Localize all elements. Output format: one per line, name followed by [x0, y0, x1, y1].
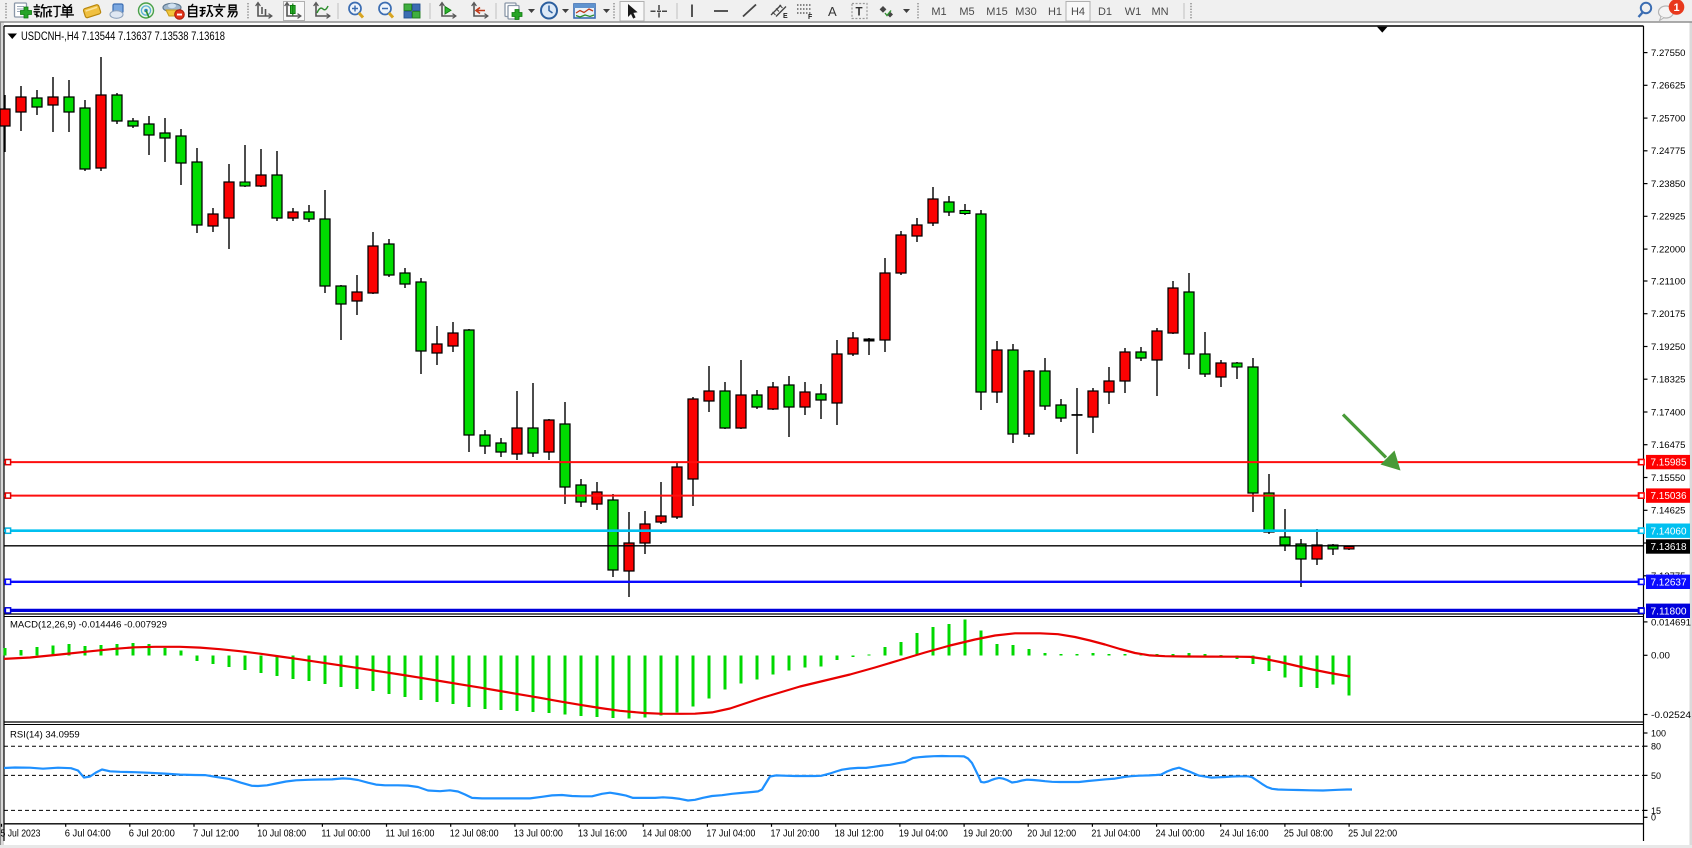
svg-text:7.22925: 7.22925: [1651, 212, 1686, 223]
svg-text:RSI(14) 34.0959: RSI(14) 34.0959: [10, 730, 80, 741]
svg-text:19 Jul 20:00: 19 Jul 20:00: [963, 828, 1012, 839]
svg-text:1: 1: [1673, 2, 1679, 14]
svg-text:USDCNH-,H4 7.13544 7.13637 7.: USDCNH-,H4 7.13544 7.13637 7.13538 7.136…: [21, 31, 225, 43]
svg-text:7.12637: 7.12637: [1651, 577, 1687, 588]
svg-text:7.21100: 7.21100: [1651, 276, 1686, 287]
svg-text:7.24775: 7.24775: [1651, 146, 1686, 157]
svg-text:6 Jul 04:00: 6 Jul 04:00: [65, 828, 112, 839]
svg-text:7.18325: 7.18325: [1651, 375, 1686, 386]
svg-text:21 Jul 04:00: 21 Jul 04:00: [1091, 828, 1140, 839]
svg-text:50: 50: [1651, 771, 1661, 782]
svg-text:24 Jul 00:00: 24 Jul 00:00: [1156, 828, 1205, 839]
svg-text:7.20175: 7.20175: [1651, 309, 1686, 320]
svg-text:7.14625: 7.14625: [1651, 506, 1686, 517]
svg-text:25 Jul 22:00: 25 Jul 22:00: [1348, 828, 1397, 839]
svg-text:100: 100: [1651, 728, 1666, 739]
svg-text:7.13618: 7.13618: [1651, 542, 1688, 553]
svg-text:D1: D1: [1098, 6, 1112, 18]
svg-text:7.14060: 7.14060: [1651, 526, 1688, 537]
svg-text:0: 0: [1651, 813, 1656, 824]
svg-text:7 Jul 12:00: 7 Jul 12:00: [193, 828, 240, 839]
svg-text:M1: M1: [931, 6, 946, 18]
svg-text:F: F: [808, 14, 813, 21]
svg-text:7.22000: 7.22000: [1651, 245, 1686, 256]
svg-text:T: T: [856, 7, 863, 19]
svg-text:M15: M15: [986, 6, 1007, 18]
svg-text:19 Jul 04:00: 19 Jul 04:00: [899, 828, 948, 839]
svg-text:H1: H1: [1048, 6, 1062, 18]
svg-text:H4: H4: [1071, 6, 1085, 18]
svg-text:A: A: [828, 4, 837, 19]
svg-text:-0.02524: -0.02524: [1651, 710, 1692, 721]
svg-text:7.25700: 7.25700: [1651, 114, 1686, 125]
svg-text:7.15985: 7.15985: [1651, 458, 1688, 469]
svg-text:7.15550: 7.15550: [1651, 473, 1686, 484]
svg-text:14 Jul 08:00: 14 Jul 08:00: [642, 828, 691, 839]
svg-text:E: E: [783, 13, 788, 20]
svg-text:6 Jul 20:00: 6 Jul 20:00: [129, 828, 176, 839]
svg-text:M5: M5: [959, 6, 974, 18]
svg-text:10 Jul 08:00: 10 Jul 08:00: [257, 828, 306, 839]
svg-text:7.26625: 7.26625: [1651, 81, 1686, 92]
svg-text:20 Jul 12:00: 20 Jul 12:00: [1027, 828, 1076, 839]
svg-text:15: 15: [1651, 806, 1661, 817]
svg-text:17 Jul 20:00: 17 Jul 20:00: [771, 828, 820, 839]
svg-text:7.27550: 7.27550: [1651, 48, 1686, 59]
svg-text:18 Jul 12:00: 18 Jul 12:00: [835, 828, 884, 839]
svg-text:7.19250: 7.19250: [1651, 342, 1686, 353]
svg-text:80: 80: [1651, 742, 1661, 753]
svg-text:0.00: 0.00: [1651, 651, 1670, 662]
svg-text:7.17400: 7.17400: [1651, 407, 1686, 418]
svg-text:25 Jul 08:00: 25 Jul 08:00: [1284, 828, 1333, 839]
svg-text:7.15036: 7.15036: [1651, 491, 1688, 502]
svg-text:12 Jul 08:00: 12 Jul 08:00: [450, 828, 499, 839]
svg-text:M30: M30: [1015, 6, 1036, 18]
svg-text:24 Jul 16:00: 24 Jul 16:00: [1220, 828, 1269, 839]
svg-text:17 Jul 04:00: 17 Jul 04:00: [706, 828, 755, 839]
svg-text:7.11800: 7.11800: [1651, 606, 1688, 617]
svg-text:5 Jul 2023: 5 Jul 2023: [1, 828, 41, 839]
svg-text:MN: MN: [1151, 6, 1168, 18]
svg-text:7.23850: 7.23850: [1651, 179, 1686, 190]
svg-text:11 Jul 00:00: 11 Jul 00:00: [321, 828, 371, 839]
svg-text:MACD(12,26,9) -0.014446 -0.007: MACD(12,26,9) -0.014446 -0.007929: [10, 620, 167, 631]
svg-text:11 Jul 16:00: 11 Jul 16:00: [386, 828, 436, 839]
svg-text:0.014691: 0.014691: [1651, 617, 1691, 628]
svg-text:13 Jul 16:00: 13 Jul 16:00: [578, 828, 627, 839]
svg-text:7.16475: 7.16475: [1651, 440, 1686, 451]
svg-text:13 Jul 00:00: 13 Jul 00:00: [514, 828, 563, 839]
svg-text:W1: W1: [1125, 6, 1142, 18]
